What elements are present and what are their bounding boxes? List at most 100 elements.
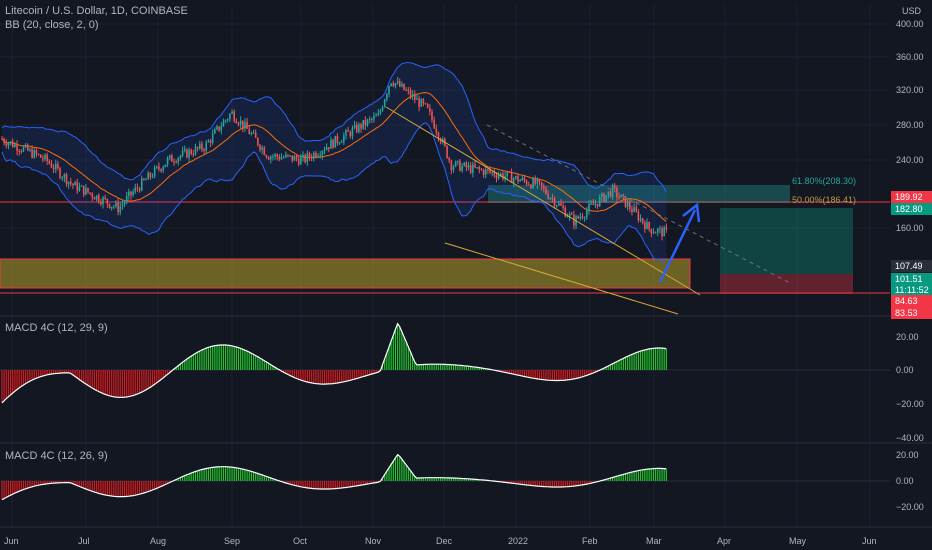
target-arrow[interactable] [658, 209, 697, 283]
candle [493, 172, 496, 176]
candle [308, 153, 311, 158]
candle [424, 103, 427, 105]
price-badge[interactable] [891, 191, 932, 203]
candle [340, 141, 343, 143]
candle [20, 151, 23, 153]
candle [97, 195, 100, 203]
candle [330, 139, 332, 149]
candle [76, 181, 79, 191]
candle [543, 186, 545, 189]
candle [596, 203, 599, 207]
price-badge[interactable] [891, 284, 932, 296]
candle [553, 198, 556, 206]
indicator-label[interactable]: BB (20, close, 2, 0) [5, 19, 99, 31]
candle [310, 157, 313, 159]
candle [194, 146, 197, 155]
candle [80, 185, 83, 187]
candle [545, 188, 547, 194]
candle [534, 178, 536, 185]
drawings[interactable] [385, 106, 791, 315]
price-badge[interactable] [891, 273, 932, 285]
candle [239, 120, 242, 125]
candle [287, 154, 289, 156]
candle [188, 149, 190, 158]
candle [267, 157, 270, 160]
candle [106, 198, 109, 204]
candle [3, 139, 5, 143]
candle [35, 150, 38, 155]
candle [364, 119, 367, 126]
candle [297, 158, 300, 165]
time-label: Dec [436, 536, 453, 546]
candle [143, 178, 145, 180]
price-badge[interactable] [891, 260, 932, 272]
candle [282, 157, 285, 159]
candles[interactable] [1, 76, 668, 241]
candle [347, 130, 349, 132]
candle [132, 191, 134, 196]
macd1-tick-label: −20.00 [896, 399, 924, 409]
candle [168, 155, 171, 159]
candle [312, 152, 315, 159]
currency-label[interactable]: USD [902, 6, 922, 16]
candle [100, 202, 102, 205]
wedge-lower-line[interactable] [444, 242, 679, 315]
macd2-tick-label: −20.00 [896, 502, 924, 512]
price-badge[interactable] [891, 307, 932, 319]
projection-line[interactable] [486, 124, 791, 284]
candle [134, 187, 137, 192]
candle [607, 191, 610, 195]
candle [52, 167, 55, 170]
candle [158, 166, 160, 170]
candle [115, 202, 117, 207]
macd1-title[interactable]: MACD 4C (12, 29, 9) [5, 322, 108, 334]
candle [579, 216, 582, 219]
candle [250, 133, 253, 135]
candle [446, 145, 448, 158]
candle [50, 163, 53, 168]
candle [502, 173, 504, 179]
candle [44, 154, 46, 160]
macd2-title[interactable]: MACD 4C (12, 26, 9) [5, 450, 108, 462]
candle [218, 126, 220, 131]
price-badge-label: 182.80 [895, 204, 923, 214]
candle [613, 185, 616, 189]
candle [332, 139, 334, 148]
candle [386, 93, 388, 100]
candle [5, 142, 8, 146]
wedge-upper-line[interactable] [385, 106, 701, 296]
candle [211, 133, 214, 143]
fib-618-label: 61.80%(208.30) [792, 176, 856, 186]
candle [147, 172, 149, 180]
candle [420, 99, 423, 107]
candle [222, 121, 225, 127]
candle [536, 179, 539, 185]
candle [506, 171, 509, 177]
price-badge[interactable] [891, 203, 932, 215]
price-badge[interactable] [891, 295, 932, 307]
target-arrow-head[interactable] [682, 202, 701, 223]
macd-panel-2[interactable] [0, 453, 890, 501]
candle [123, 202, 126, 204]
candle [558, 203, 560, 206]
candle [652, 232, 655, 234]
fib-500-label: 50.00%(186.41) [792, 195, 856, 205]
candle [650, 228, 653, 234]
macd-panel-1[interactable] [0, 322, 890, 404]
candle [390, 83, 392, 87]
candle [125, 195, 128, 203]
candle [196, 146, 199, 149]
candle [362, 119, 364, 129]
candle [138, 188, 141, 191]
candle [590, 203, 592, 205]
macd-line [1, 322, 667, 404]
macd2-tick-label: 0.00 [896, 476, 914, 486]
candle [29, 149, 31, 151]
candle [525, 180, 528, 185]
candle [523, 177, 526, 181]
candle [272, 156, 274, 158]
candle [61, 177, 63, 179]
candle [620, 194, 622, 198]
candle [42, 157, 44, 160]
